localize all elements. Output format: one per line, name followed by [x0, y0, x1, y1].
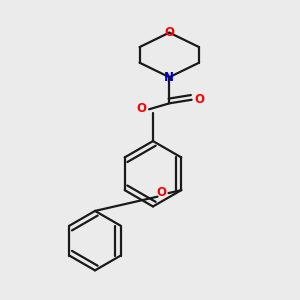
Text: O: O: [164, 26, 174, 39]
Text: O: O: [157, 186, 167, 199]
Text: O: O: [137, 102, 147, 115]
Text: N: N: [164, 71, 174, 84]
Text: O: O: [195, 93, 205, 106]
